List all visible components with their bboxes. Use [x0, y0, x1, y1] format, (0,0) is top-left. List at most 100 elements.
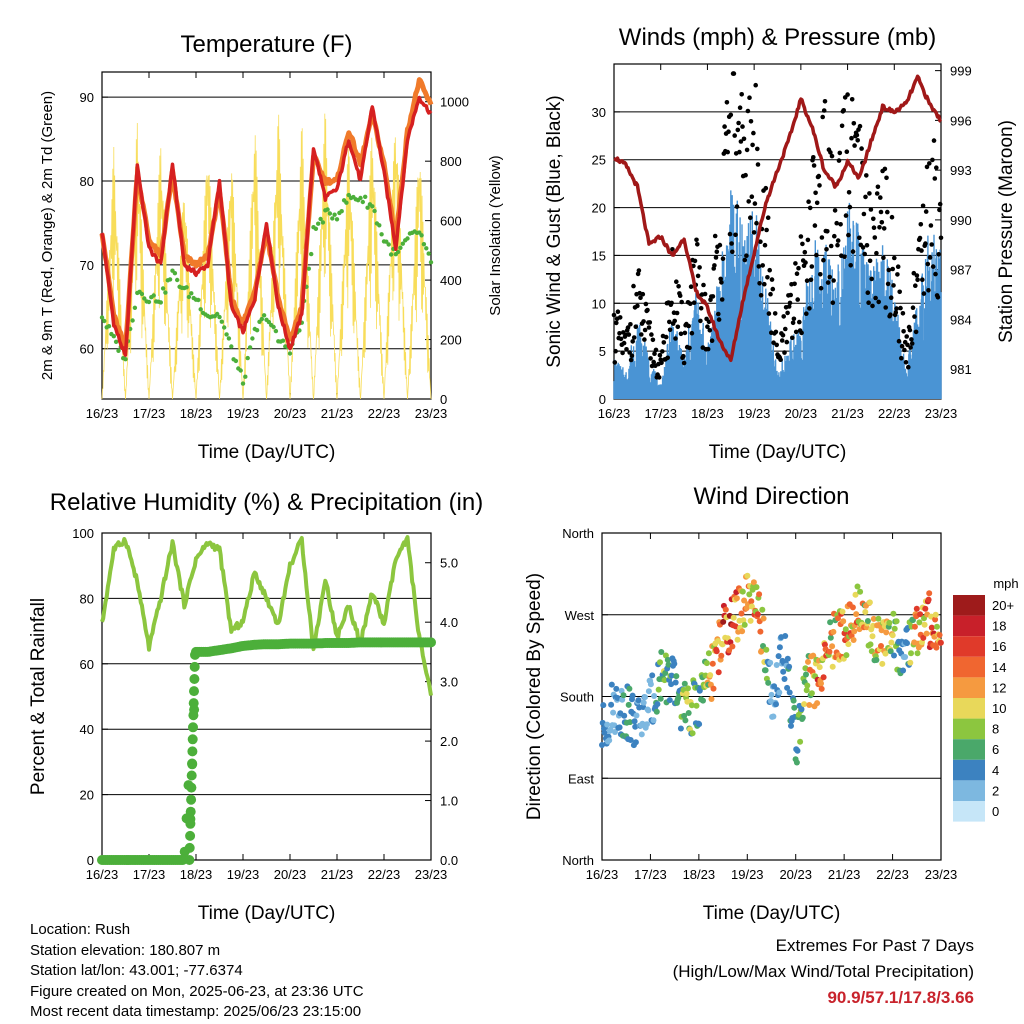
point-wind-direction [601, 729, 608, 736]
point-gust [712, 233, 718, 239]
colorbar-swatch [953, 615, 985, 637]
point-gust [787, 300, 793, 306]
series-relative-humidity [100, 535, 433, 696]
y2-tick-label: 3.0 [440, 675, 458, 690]
point-wind-direction [767, 659, 774, 666]
point-wind-direction [773, 701, 779, 708]
point-gust [688, 301, 693, 307]
point-gust [650, 337, 656, 343]
point-wind-direction [700, 697, 706, 704]
point-wind-direction [696, 721, 703, 728]
point-wind-direction [914, 650, 921, 657]
point-gust [936, 252, 941, 257]
point-wind-direction [887, 648, 894, 655]
point-wind-direction [722, 606, 729, 613]
point-gust [888, 295, 894, 301]
point-gust [855, 138, 860, 143]
x-tick-label: 16/23 [586, 867, 619, 882]
y-tick-label: 80 [80, 174, 94, 189]
point-gust [786, 304, 792, 309]
y2-tick-label: 400 [440, 273, 462, 288]
point-gust [837, 150, 843, 156]
point-wind-direction [854, 583, 861, 590]
point-wind-direction [869, 633, 876, 640]
point-gust [698, 306, 704, 311]
point-gust [918, 222, 924, 227]
point-gust [663, 334, 669, 340]
point-wind-direction [730, 614, 737, 621]
point-wind-direction [754, 611, 761, 618]
point-gust [748, 215, 753, 220]
point-precipitation [187, 734, 198, 745]
point-wind-direction [821, 641, 828, 648]
series-9m-temp [99, 77, 434, 352]
point-gust [678, 331, 684, 337]
point-gust [906, 364, 911, 370]
point-gust [712, 263, 717, 268]
point-gust [726, 129, 731, 134]
colorbar-label: 8 [992, 722, 999, 737]
point-gust [720, 256, 726, 262]
point-wind-direction [748, 598, 755, 605]
point-wind-direction [826, 648, 833, 655]
point-gust [707, 328, 713, 333]
point-gust [618, 336, 624, 342]
colorbar-label: 2 [992, 783, 999, 798]
point-gust [883, 305, 888, 310]
point-gust [709, 338, 715, 344]
point-wind-direction [891, 652, 897, 659]
point-gust [934, 165, 939, 170]
point-gust [925, 261, 931, 267]
y-tick-label: 25 [592, 153, 606, 168]
point-wind-direction [741, 597, 748, 604]
point-gust [646, 325, 652, 330]
x-tick-label: 19/23 [738, 406, 771, 421]
x-tick-label: 16/23 [598, 406, 631, 421]
x-tick-label: 21/23 [321, 406, 354, 421]
point-gust [744, 147, 750, 153]
point-wind-direction [732, 623, 739, 630]
point-precipitation [186, 782, 197, 793]
point-gust [888, 312, 893, 318]
point-wind-direction [851, 628, 858, 635]
point-gust [691, 300, 697, 306]
point-gust [765, 275, 770, 280]
point-gust [829, 153, 835, 159]
y-tick-label: North [562, 853, 594, 868]
point-wind-direction [775, 653, 782, 660]
point-gust [919, 248, 924, 253]
point-gust [881, 255, 886, 261]
colorbar-title: mph [993, 576, 1018, 591]
point-gust [832, 233, 837, 239]
point-gust [914, 273, 920, 278]
point-gust [642, 327, 648, 333]
point-precipitation [187, 746, 198, 757]
x-tick-label: 17/23 [133, 867, 166, 882]
point-wind-direction [632, 723, 639, 730]
point-gust [682, 330, 688, 336]
point-gust [659, 360, 664, 366]
point-precipitation [185, 830, 196, 841]
point-precipitation [189, 661, 200, 672]
point-wind-direction [689, 730, 696, 737]
point-gust [719, 280, 724, 285]
point-gust [879, 220, 885, 225]
point-wind-direction [655, 686, 662, 693]
point-gust [740, 124, 745, 129]
point-gust [755, 162, 761, 167]
y-tick-label: 70 [80, 258, 94, 273]
x-tick-label: 18/23 [691, 406, 724, 421]
point-gust [645, 307, 650, 313]
point-wind-direction [845, 641, 852, 648]
point-gust [921, 291, 927, 296]
point-wind-direction [808, 690, 815, 697]
point-wind-direction [621, 712, 628, 719]
point-gust [624, 347, 629, 352]
point-wind-direction [738, 610, 745, 617]
point-gust [844, 149, 850, 154]
point-wind-direction [873, 657, 880, 663]
point-gust [620, 350, 625, 356]
x-tick-label: 20/23 [274, 867, 307, 882]
point-dewpoint [306, 266, 311, 271]
point-dewpoint [388, 252, 394, 257]
